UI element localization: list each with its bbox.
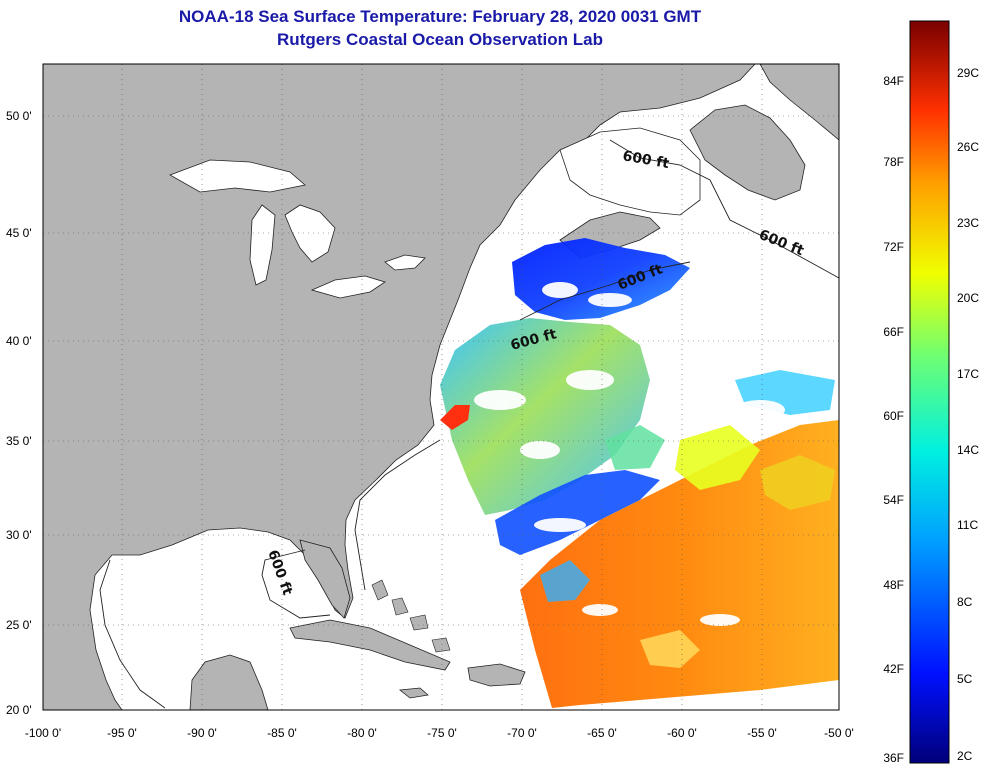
- lat-label: 50 0': [6, 109, 32, 123]
- colorbar-c-label: 26C: [957, 140, 979, 154]
- lat-label: 45 0': [6, 226, 32, 240]
- lon-label: -55 0': [747, 726, 777, 740]
- great-lakes: [169, 159, 426, 299]
- colorbar-f-label: 66F: [883, 325, 904, 339]
- colorbar-f-label: 36F: [883, 751, 904, 765]
- colorbar-fahrenheit-scale: 84F 78F 72F 66F 60F 54F 48F 42F 36F: [883, 74, 904, 765]
- temperature-colorbar: [909, 20, 950, 764]
- colorbar-f-label: 60F: [883, 409, 904, 423]
- lon-label: -50 0': [824, 726, 854, 740]
- colorbar-c-label: 14C: [957, 443, 979, 457]
- florida-peninsula: [299, 539, 351, 619]
- colorbar-f-label: 72F: [883, 240, 904, 254]
- cuba-landmass: [289, 619, 451, 671]
- colorbar-c-label: 20C: [957, 291, 979, 305]
- lat-label: 35 0': [6, 434, 32, 448]
- colorbar-f-label: 54F: [883, 493, 904, 507]
- lon-label: -65 0': [587, 726, 617, 740]
- colorbar-celsius-scale: 29C 26C 23C 20C 17C 14C 11C 8C 5C 2C: [957, 66, 979, 763]
- colorbar-f-label: 42F: [883, 662, 904, 676]
- lat-label: 30 0': [6, 528, 32, 542]
- lon-label: -100 0': [25, 726, 61, 740]
- colorbar-c-label: 29C: [957, 66, 979, 80]
- colorbar-c-label: 11C: [957, 518, 978, 532]
- colorbar-c-label: 5C: [957, 672, 973, 686]
- yucatan-landmass: [189, 654, 269, 710]
- colorbar-f-label: 84F: [883, 74, 904, 88]
- colorbar-f-label: 48F: [883, 578, 904, 592]
- labrador-landmass: [759, 64, 839, 141]
- colorbar-c-label: 17C: [957, 367, 979, 381]
- newfoundland-landmass: [689, 104, 806, 201]
- colorbar-c-label: 2C: [957, 749, 973, 763]
- lon-label: -70 0': [507, 726, 537, 740]
- colorbar-f-label: 78F: [883, 155, 904, 169]
- bahamas-islands: [371, 579, 451, 653]
- lon-label: -85 0': [267, 726, 297, 740]
- lat-label: 20 0': [6, 703, 32, 717]
- colorbar-c-label: 23C: [957, 216, 979, 230]
- depth-contours: [99, 139, 839, 709]
- lon-label: -90 0': [187, 726, 217, 740]
- lon-label: -80 0': [347, 726, 377, 740]
- longitude-axis: -100 0' -95 0' -90 0' -85 0' -80 0' -75 …: [25, 726, 854, 740]
- jamaica-landmass: [398, 687, 429, 699]
- lat-label: 25 0': [6, 618, 32, 632]
- hispaniola-landmass: [467, 663, 526, 687]
- colorbar-c-label: 8C: [957, 595, 973, 609]
- lat-label: 40 0': [6, 334, 32, 348]
- lon-label: -60 0': [667, 726, 697, 740]
- map-title: NOAA-18 Sea Surface Temperature: Februar…: [178, 7, 702, 26]
- lon-label: -75 0': [427, 726, 457, 740]
- map-subtitle: Rutgers Coastal Ocean Observation Lab: [277, 30, 603, 49]
- latitude-axis: 50 0' 45 0' 40 0' 35 0' 30 0' 25 0' 20 0…: [6, 109, 32, 717]
- map-frame: [42, 63, 840, 711]
- gulf-of-st-lawrence: [559, 127, 701, 216]
- lon-label: -95 0': [107, 726, 137, 740]
- sst-swath: [440, 238, 839, 708]
